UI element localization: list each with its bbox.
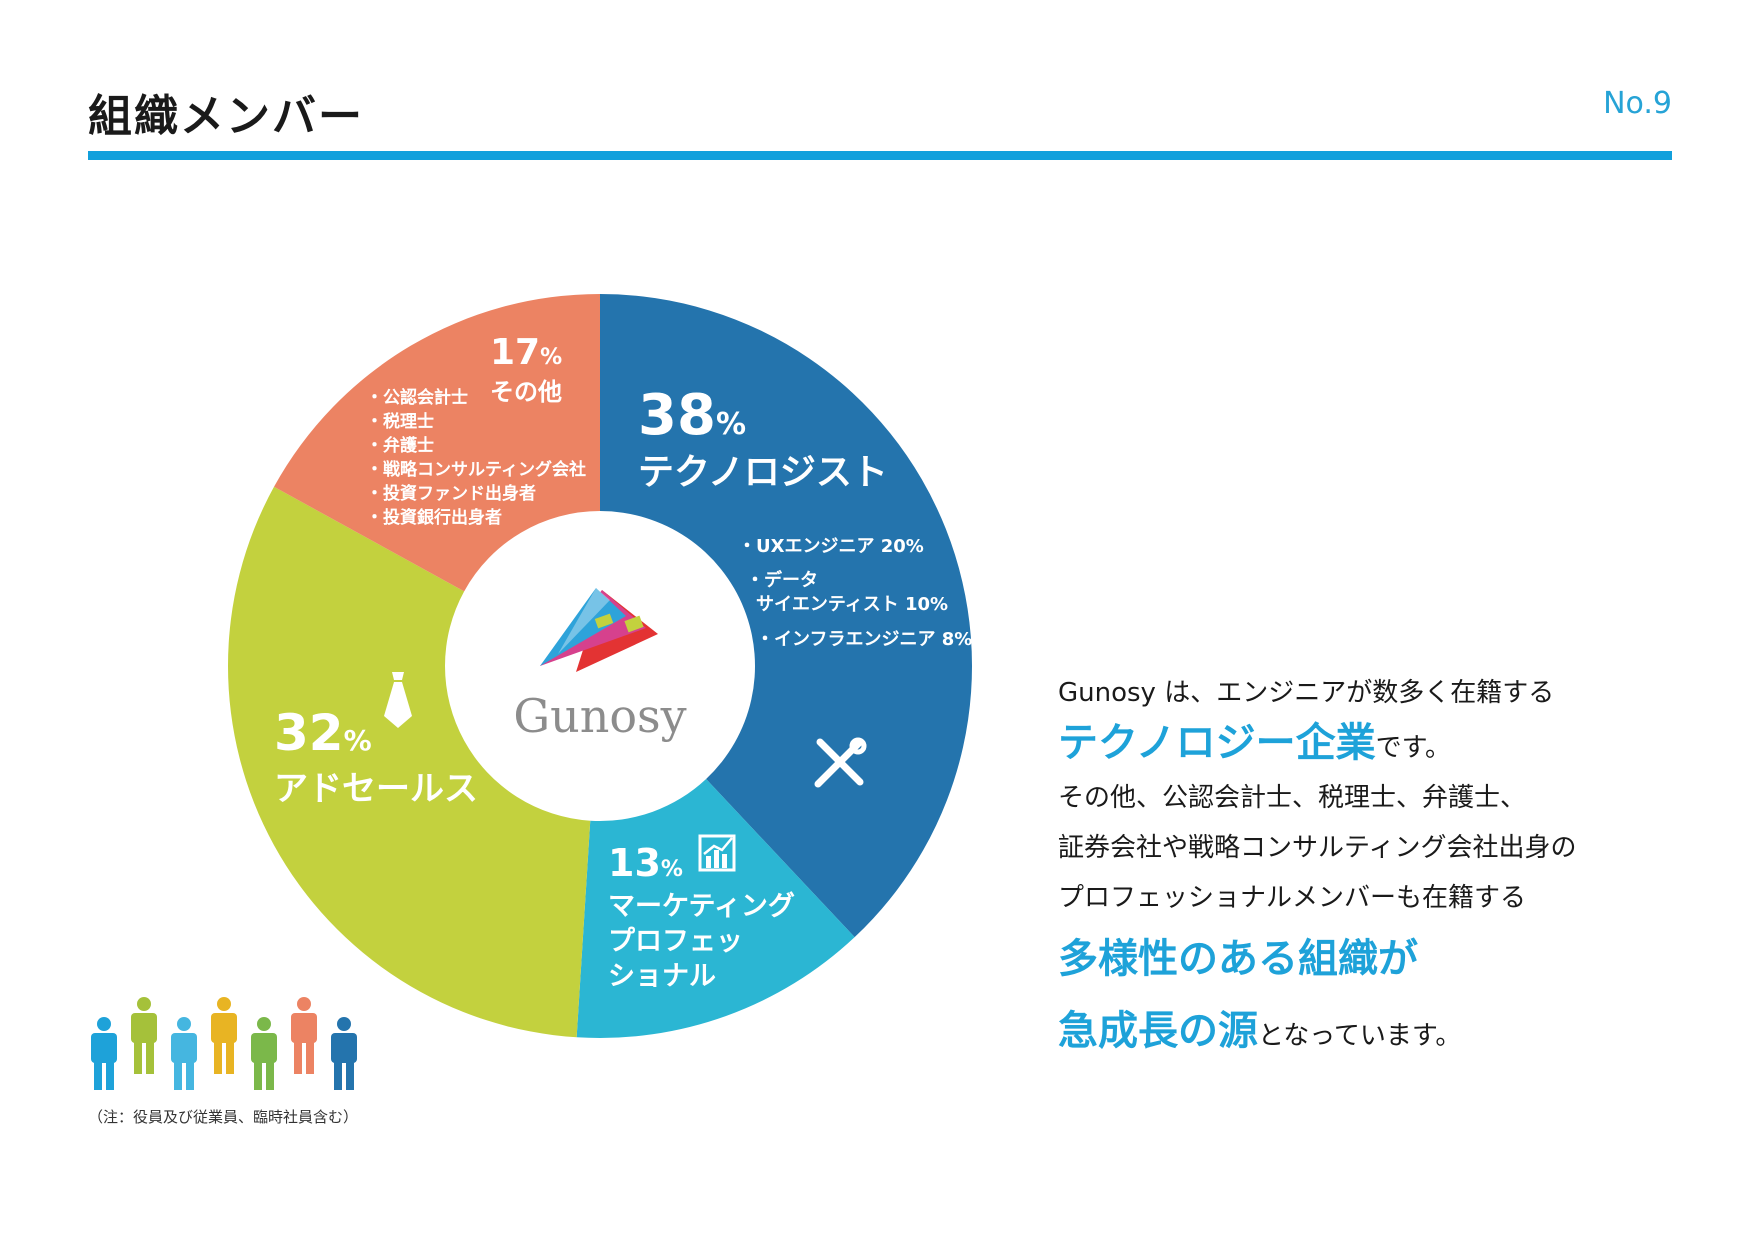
- slice-detail: ・UXエンジニア 20%: [738, 536, 924, 557]
- slice-label-marketing: マーケティング: [608, 890, 795, 922]
- pie-slice-adsales: [228, 486, 591, 1038]
- description-line: プロフェッショナルメンバーも在籍する: [1058, 883, 1527, 913]
- slice-label-marketing: プロフェッ: [608, 926, 743, 957]
- person-icon: [171, 1017, 197, 1090]
- description-line: Gunosy は、エンジニアが数多く在籍する: [1058, 678, 1555, 708]
- slice-label-marketing: ショナル: [608, 961, 716, 992]
- people-illustration: [91, 997, 357, 1090]
- person-icon: [131, 997, 157, 1074]
- description-highlight: 急成長の源: [1058, 1008, 1258, 1054]
- tools-icon: [814, 737, 867, 788]
- page-number: No.9: [1603, 86, 1672, 121]
- person-icon: [211, 997, 237, 1074]
- center-label: Gunosy: [513, 689, 686, 743]
- page-title: 組織メンバー: [88, 91, 364, 142]
- slice-label-adsales: アドセールス: [274, 769, 478, 809]
- slice-detail: ・公認会計士: [366, 387, 468, 408]
- description-text: です。: [1375, 733, 1452, 763]
- slice-detail: ・投資ファンド出身者: [366, 483, 536, 504]
- person-icon: [331, 1017, 357, 1090]
- description-highlight: テクノロジー企業: [1058, 720, 1376, 766]
- slice-pct-other: 17%: [490, 332, 562, 373]
- slice-detail: ・データ: [746, 569, 818, 591]
- description-line: 急成長の源となっています。: [1058, 995, 1698, 1072]
- pie-slice-other: [274, 294, 600, 592]
- slice-detail: ・戦略コンサルティング会社: [366, 459, 586, 480]
- description-line: テクノロジー企業です。: [1058, 718, 1698, 773]
- pie-slice-technologist: [600, 294, 972, 938]
- slice-detail: ・インフラエンジニア 8%: [756, 629, 972, 650]
- slice-label-technologist: テクノロジスト: [638, 452, 888, 493]
- necktie-icon: [384, 672, 412, 728]
- description-line: その他、公認会計士、税理士、弁護士、: [1058, 783, 1527, 813]
- slice-detail: サイエンティスト 10%: [756, 594, 948, 615]
- description-block: Gunosy は、エンジニアが数多く在籍する テクノロジー企業です。 その他、公…: [1058, 668, 1698, 1072]
- pie-slice-marketing: [576, 778, 855, 1038]
- person-icon: [291, 997, 317, 1074]
- slice-pct-marketing: 13%: [608, 841, 683, 885]
- description-text: となっています。: [1258, 1021, 1462, 1051]
- footnote: （注：役員及び従業員、臨時社員含む）: [88, 1108, 359, 1126]
- slice-detail: ・投資銀行出身者: [366, 507, 502, 528]
- slice-pct-technologist: 38%: [638, 383, 746, 448]
- person-icon: [251, 1017, 277, 1090]
- person-icon: [91, 1017, 117, 1090]
- chart-icon: [698, 834, 736, 872]
- gunosy-logo-icon: [540, 588, 658, 672]
- slice-detail: ・税理士: [366, 411, 434, 432]
- slice-pct-adsales: 32%: [274, 704, 372, 762]
- description-highlight: 多様性のある組織が: [1058, 936, 1418, 982]
- slice-detail: ・弁護士: [366, 435, 434, 456]
- description-line: 証券会社や戦略コンサルティング会社出身の: [1058, 833, 1577, 863]
- header-divider: [88, 151, 1672, 160]
- slice-label-other: その他: [490, 378, 562, 406]
